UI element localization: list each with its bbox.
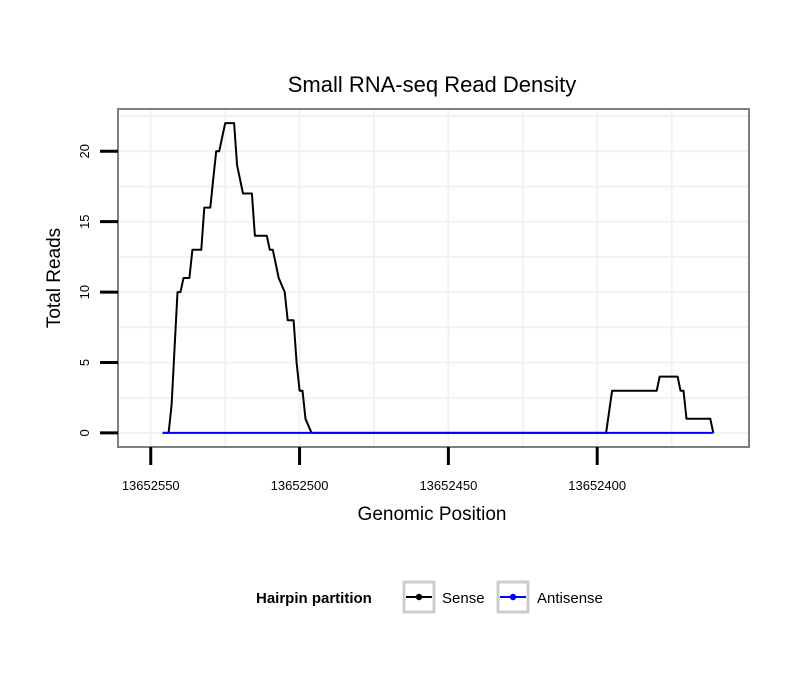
- legend-title: Hairpin partition: [256, 590, 372, 607]
- legend-label-sense: Sense: [442, 590, 485, 607]
- legend: Hairpin partition Sense Antisense: [256, 580, 603, 614]
- x-tick-label: 13652550: [122, 478, 180, 493]
- x-tick-label: 13652400: [568, 478, 626, 493]
- x-axis-title: Genomic Position: [358, 504, 507, 525]
- grid: [118, 109, 749, 447]
- y-tick-label: 5: [77, 359, 92, 366]
- plot-border: [117, 108, 750, 448]
- chart-title: Small RNA-seq Read Density: [288, 72, 577, 97]
- legend-point-sense: [415, 593, 423, 601]
- y-tick-label: 0: [77, 429, 92, 436]
- y-tick-label: 15: [77, 214, 92, 228]
- x-tick-label: 13652500: [271, 478, 329, 493]
- legend-entry-sense[interactable]: Sense: [402, 580, 485, 614]
- y-tick-label: 20: [77, 144, 92, 158]
- x-tick-label: 13652450: [419, 478, 477, 493]
- legend-entry-antisense[interactable]: Antisense: [496, 580, 603, 614]
- x-axis: 13652550 13652500 13652450 13652400: [122, 447, 626, 493]
- series-layer: [162, 122, 715, 434]
- legend-label-antisense: Antisense: [537, 590, 603, 607]
- series-line-sense[interactable]: [162, 122, 715, 434]
- plot-panel: [118, 109, 749, 447]
- y-axis: 0 5 10 15 20: [77, 144, 118, 437]
- y-axis-title: Total Reads: [44, 228, 65, 328]
- legend-point-antisense: [509, 593, 517, 601]
- y-tick-label: 10: [77, 285, 92, 299]
